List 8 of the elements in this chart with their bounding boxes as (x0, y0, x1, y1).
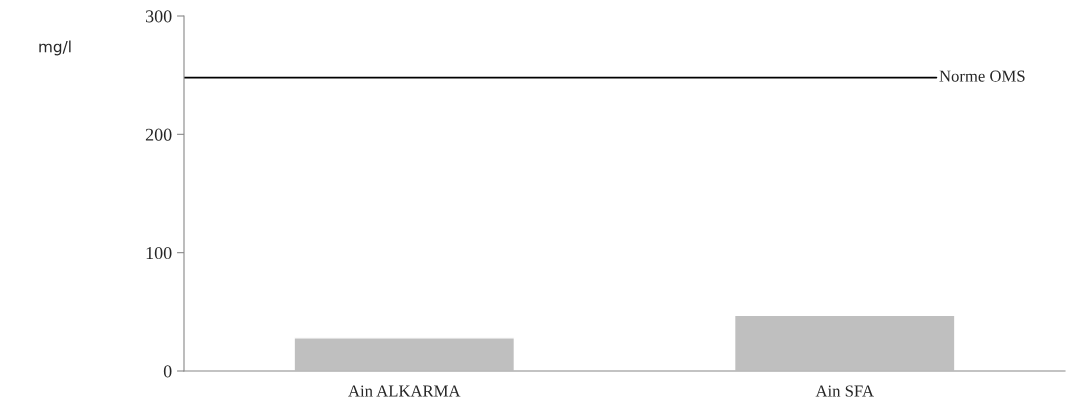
y-tick-label: 200 (145, 128, 172, 141)
y-tick-label: 0 (163, 365, 172, 378)
ref-line-label: Norme OMS (939, 70, 1025, 82)
y-tick-label: 100 (146, 246, 172, 260)
y-axis-title: mg/l (39, 40, 71, 56)
x-tick-label: Ain SFA (815, 385, 874, 397)
x-tick-label: Ain ALKARMA (348, 385, 461, 397)
y-tick-label: 300 (145, 10, 172, 23)
